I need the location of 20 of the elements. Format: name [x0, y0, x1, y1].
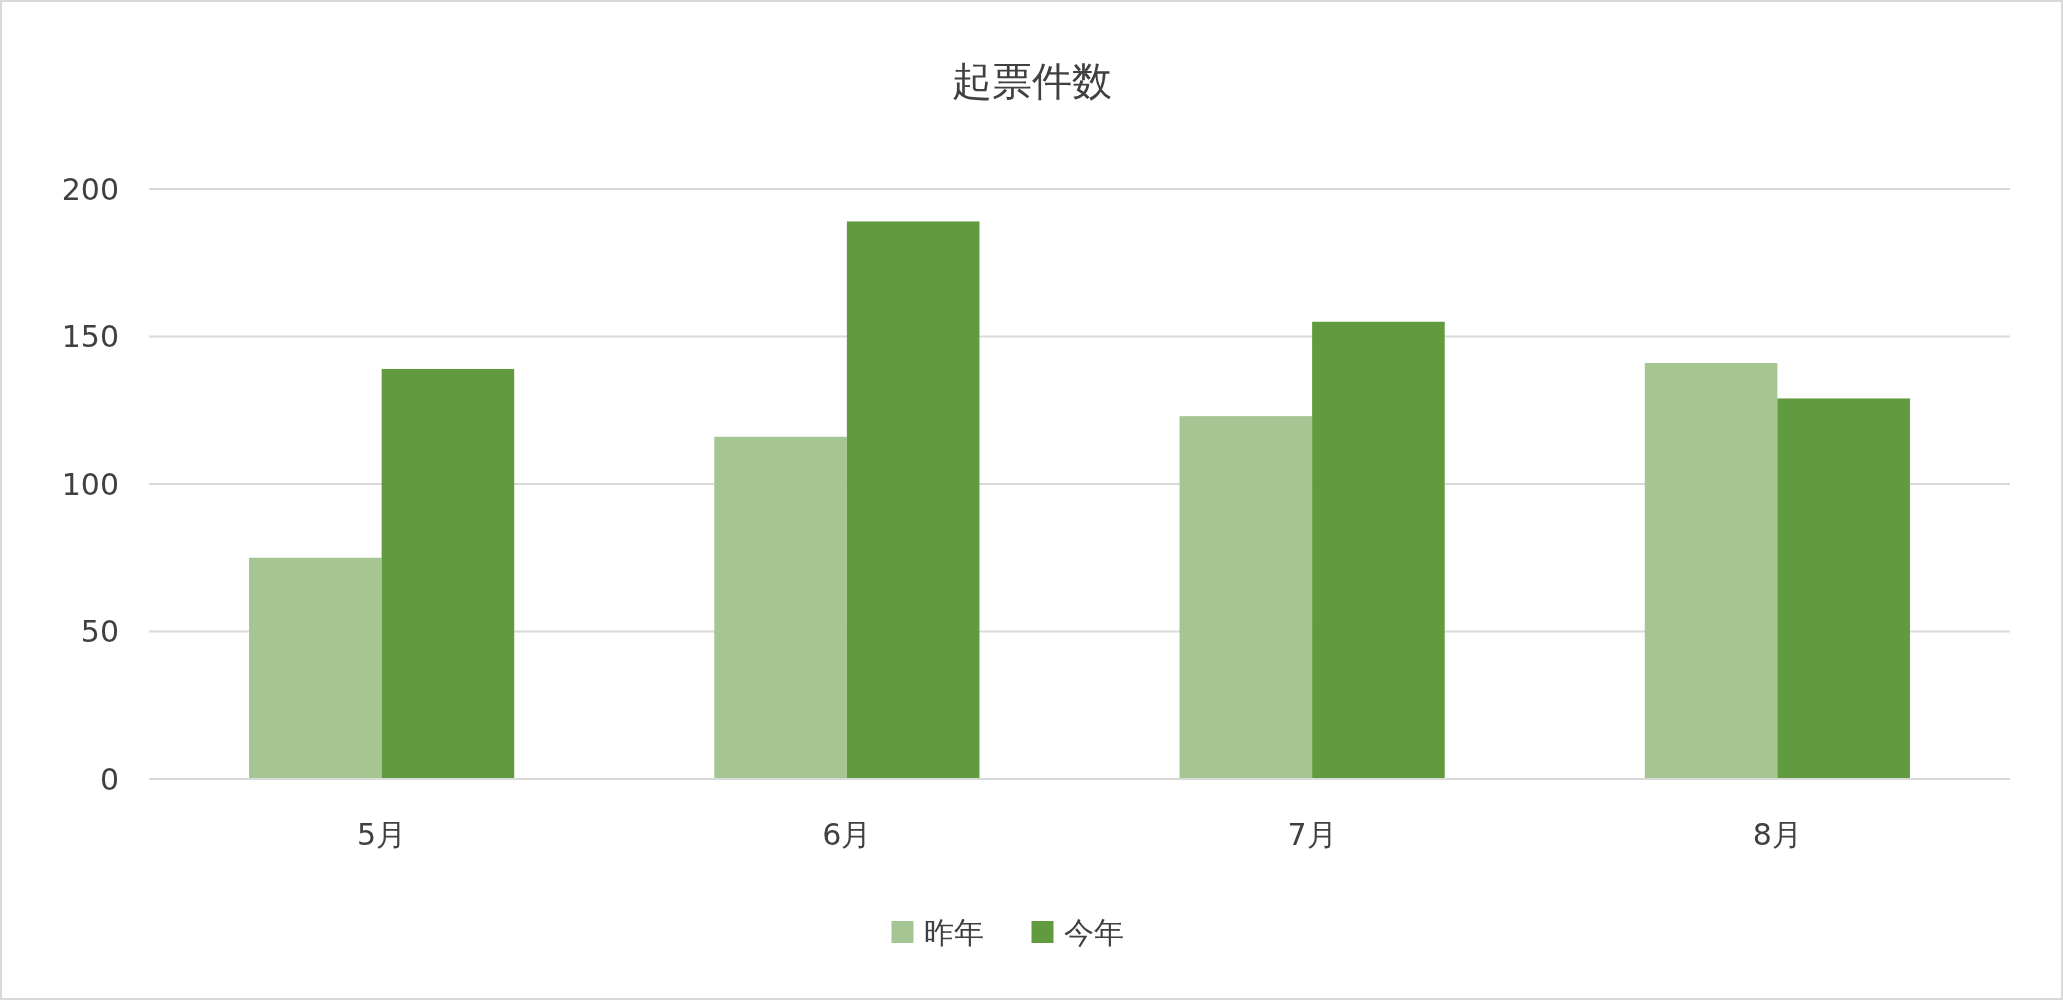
x-tick-label: 8月 — [1752, 817, 1802, 852]
y-tick-label: 200 — [61, 171, 119, 207]
bar — [381, 368, 515, 779]
x-tick-label: 5月 — [357, 817, 407, 852]
x-tick-label: 7月 — [1287, 817, 1337, 852]
y-tick-label: 50 — [80, 614, 119, 649]
legend-label: 今年 — [1063, 914, 1124, 950]
y-tick-label: 0 — [99, 761, 119, 797]
x-tick-label: 6月 — [822, 817, 872, 852]
legend-label: 昨年 — [923, 914, 984, 950]
bar — [846, 221, 980, 779]
bar — [1644, 363, 1778, 779]
bar — [249, 557, 382, 779]
y-tick-label: 150 — [61, 319, 119, 354]
bar — [714, 436, 847, 779]
bar — [1312, 321, 1445, 779]
y-tick-label: 100 — [61, 466, 119, 502]
bar — [1777, 398, 1910, 779]
bar — [1179, 416, 1313, 779]
chart-title: 起票件数 — [951, 58, 1112, 104]
